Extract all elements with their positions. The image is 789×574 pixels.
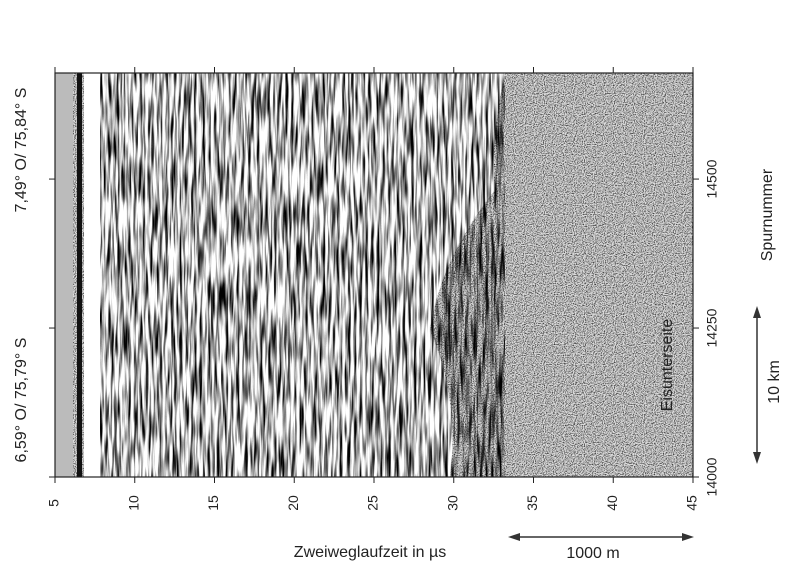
left-label-bottom: 6,59° O/ 75,79° S (13, 338, 30, 463)
scale-bar-x (508, 533, 694, 541)
radar-image (55, 73, 693, 477)
y-axis-label: Spurnummer (759, 168, 776, 261)
x-tick-label: 5 (46, 499, 62, 507)
x-tick-label: 30 (444, 495, 460, 511)
x-axis-label: Zweiweglaufzeit in µs (294, 544, 446, 561)
y-tick-label: 14500 (704, 159, 720, 198)
x-tick-label: 40 (604, 495, 620, 511)
x-tick-label: 25 (365, 495, 381, 511)
x-tick-label: 35 (524, 495, 540, 511)
y-tick-label: 14000 (704, 457, 720, 496)
x-tick-label: 20 (285, 495, 301, 511)
scale-bar-y (753, 306, 761, 464)
scale-x-label: 1000 m (566, 545, 619, 562)
scale-y-label: 10 km (766, 360, 783, 404)
y-tick-label: 14250 (704, 308, 720, 347)
x-tick-label: 10 (125, 495, 141, 511)
x-tick-label: 15 (205, 495, 221, 511)
left-label-top: 7,49° O/ 75,84° S (13, 88, 30, 213)
annotation: Eisunterseite (659, 319, 676, 412)
x-tick-label: 45 (684, 495, 700, 511)
